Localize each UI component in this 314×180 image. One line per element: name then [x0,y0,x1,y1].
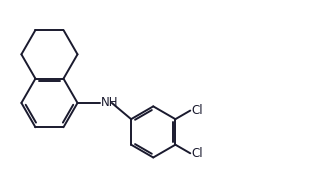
Text: NH: NH [101,96,118,109]
Text: Cl: Cl [191,147,203,160]
Text: Cl: Cl [191,104,203,117]
